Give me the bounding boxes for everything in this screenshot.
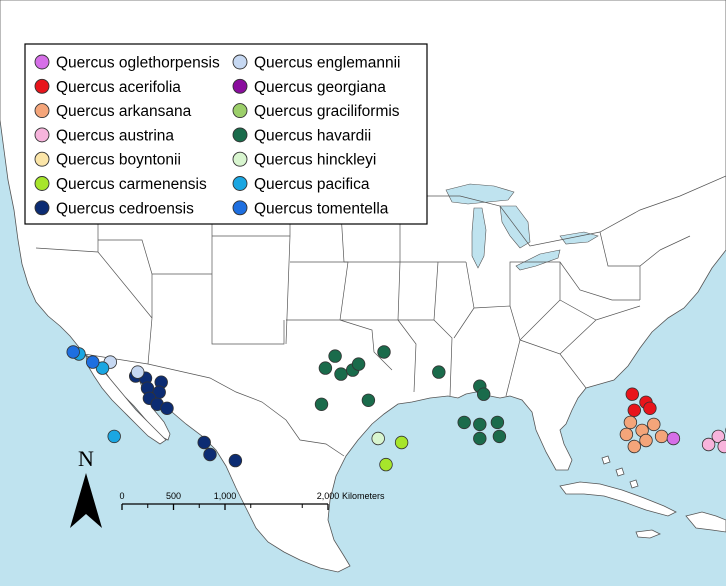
legend-swatch-quercus-havardii bbox=[232, 127, 248, 143]
occurrence-point-quercus-pacifica bbox=[107, 429, 121, 444]
occurrence-point-quercus-acerifolia bbox=[625, 387, 640, 401]
occurrence-point-quercus-arkansana bbox=[654, 429, 669, 444]
great-lakes bbox=[445, 183, 599, 271]
legend-label-quercus-georgiana: Quercus georgiana bbox=[254, 79, 386, 96]
scale-bar: 0 500 1,000 2,000 Kilometers bbox=[119, 491, 385, 510]
occurrence-point-quercus-havardii bbox=[432, 365, 446, 379]
occurrence-point-quercus-oglethorpensis bbox=[666, 431, 681, 446]
occurrence-point-quercus-havardii bbox=[457, 415, 471, 430]
lake-erie bbox=[515, 249, 561, 271]
occurrence-point-quercus-englemannii bbox=[130, 365, 145, 379]
occurrence-point-quercus-havardii bbox=[318, 361, 333, 375]
occurrence-point-quercus-arkansana bbox=[623, 415, 638, 430]
occurrence-points bbox=[66, 345, 726, 472]
occurrence-point-quercus-acerifolia bbox=[643, 401, 657, 416]
occurrence-point-quercus-cedroensis bbox=[160, 401, 174, 416]
legend-label-quercus-arkansana: Quercus arkansana bbox=[56, 103, 192, 120]
legend-label-quercus-cedroensis: Quercus cedroensis bbox=[56, 200, 194, 217]
us-mexico-border bbox=[83, 353, 345, 457]
legend-label-quercus-hinckleyi: Quercus hinckleyi bbox=[254, 152, 376, 169]
legend-label-quercus-graciliformis: Quercus graciliformis bbox=[254, 103, 400, 120]
scale-tick-label: 500 bbox=[166, 491, 181, 501]
lake-ontario bbox=[559, 231, 599, 245]
legend-swatch-quercus-englemannii bbox=[232, 54, 248, 70]
occurrence-point-quercus-austrina bbox=[701, 437, 716, 452]
occurrence-point-quercus-havardii bbox=[492, 429, 507, 444]
occurrence-point-quercus-tomentella bbox=[85, 355, 100, 369]
legend-label-quercus-carmenensis: Quercus carmenensis bbox=[56, 176, 207, 193]
occurrence-point-quercus-austrina bbox=[717, 439, 726, 454]
scale-tick-label: 0 bbox=[119, 491, 124, 501]
legend-swatch-quercus-cedroensis bbox=[34, 200, 50, 216]
state-lines-east bbox=[519, 231, 691, 389]
legend-swatch-quercus-acerifolia bbox=[34, 78, 50, 94]
occurrence-point-quercus-cedroensis bbox=[203, 447, 217, 462]
jamaica-island bbox=[635, 529, 661, 539]
legend-swatch-quercus-austrina bbox=[34, 127, 50, 143]
species-legend: Quercus oglethorpensis Quercus acerifolia… bbox=[24, 43, 428, 225]
hispaniola-island bbox=[685, 511, 726, 533]
north-arrow-label: N bbox=[78, 446, 94, 471]
legend-swatch-quercus-graciliformis bbox=[232, 103, 248, 119]
occurrence-point-quercus-arkansana bbox=[619, 427, 634, 442]
legend-swatch-quercus-arkansana bbox=[34, 103, 50, 119]
occurrence-point-quercus-carmenensis bbox=[379, 457, 393, 472]
legend-label-quercus-austrina: Quercus austrina bbox=[56, 127, 174, 144]
us-canada-border bbox=[28, 175, 726, 247]
occurrence-point-quercus-austrina bbox=[711, 429, 726, 444]
occurrence-point-quercus-havardii bbox=[490, 415, 505, 430]
occurrence-point-quercus-havardii bbox=[328, 349, 342, 363]
scale-unit-label: Kilometers bbox=[342, 491, 385, 501]
cuba-island bbox=[559, 481, 677, 517]
legend-label-quercus-havardii: Quercus havardii bbox=[254, 127, 371, 144]
occurrence-point-quercus-cedroensis bbox=[197, 435, 211, 450]
occurrence-point-quercus-arkansana bbox=[627, 439, 642, 454]
legend-swatch-quercus-georgiana bbox=[232, 78, 248, 94]
legend-label-quercus-acerifolia: Quercus acerifolia bbox=[56, 79, 181, 96]
occurrence-point-quercus-pacifica bbox=[95, 361, 110, 375]
occurrence-point-quercus-havardii bbox=[361, 393, 376, 408]
scale-tick-label: 2,000 bbox=[317, 491, 340, 501]
occurrence-point-quercus-tomentella bbox=[66, 345, 80, 359]
legend-label-quercus-englemannii: Quercus englemannii bbox=[254, 55, 400, 72]
occurrence-point-quercus-havardii bbox=[351, 357, 366, 371]
legend-label-quercus-boyntonii: Quercus boyntonii bbox=[56, 152, 181, 169]
occurrence-point-quercus-havardii bbox=[314, 397, 329, 412]
legend-items: Quercus oglethorpensis Quercus acerifolia… bbox=[34, 54, 400, 217]
north-arrow-icon bbox=[70, 473, 102, 528]
legend-swatch-quercus-oglethorpensis bbox=[34, 54, 50, 70]
lake-superior bbox=[445, 183, 515, 205]
legend-swatch-quercus-pacifica bbox=[232, 176, 248, 191]
occurrence-point-quercus-havardii bbox=[473, 431, 487, 446]
legend-label-quercus-oglethorpensis: Quercus oglethorpensis bbox=[56, 55, 220, 72]
lake-michigan bbox=[471, 207, 487, 269]
bahamas-islands bbox=[601, 455, 639, 489]
legend-swatch-quercus-hinckleyi bbox=[232, 151, 248, 167]
state-lines-central bbox=[339, 195, 530, 397]
baja-california bbox=[85, 355, 167, 445]
legend-swatch-quercus-tomentella bbox=[232, 200, 248, 216]
occurrence-point-quercus-hinckleyi bbox=[371, 431, 385, 446]
legend-box bbox=[24, 43, 428, 225]
legend-swatch-quercus-boyntonii bbox=[34, 151, 50, 167]
occurrence-point-quercus-havardii bbox=[473, 417, 487, 432]
occurrence-point-quercus-arkansana bbox=[639, 433, 653, 448]
occurrence-point-quercus-carmenensis bbox=[394, 435, 409, 450]
occurrence-point-quercus-acerifolia bbox=[627, 403, 642, 418]
north-arrow: N bbox=[70, 446, 102, 528]
occurrence-point-quercus-cedroensis bbox=[228, 453, 243, 468]
legend-label-quercus-tomentella: Quercus tomentella bbox=[254, 200, 389, 217]
occurrence-point-quercus-havardii bbox=[377, 345, 391, 359]
occurrence-point-quercus-arkansana bbox=[647, 417, 661, 432]
occurrence-point-quercus-havardii bbox=[477, 387, 491, 401]
legend-swatch-quercus-carmenensis bbox=[34, 176, 50, 191]
legend-label-quercus-pacifica: Quercus pacifica bbox=[254, 176, 370, 193]
scale-tick-label: 1,000 bbox=[214, 491, 237, 501]
occurrence-point-quercus-havardii bbox=[334, 367, 348, 381]
